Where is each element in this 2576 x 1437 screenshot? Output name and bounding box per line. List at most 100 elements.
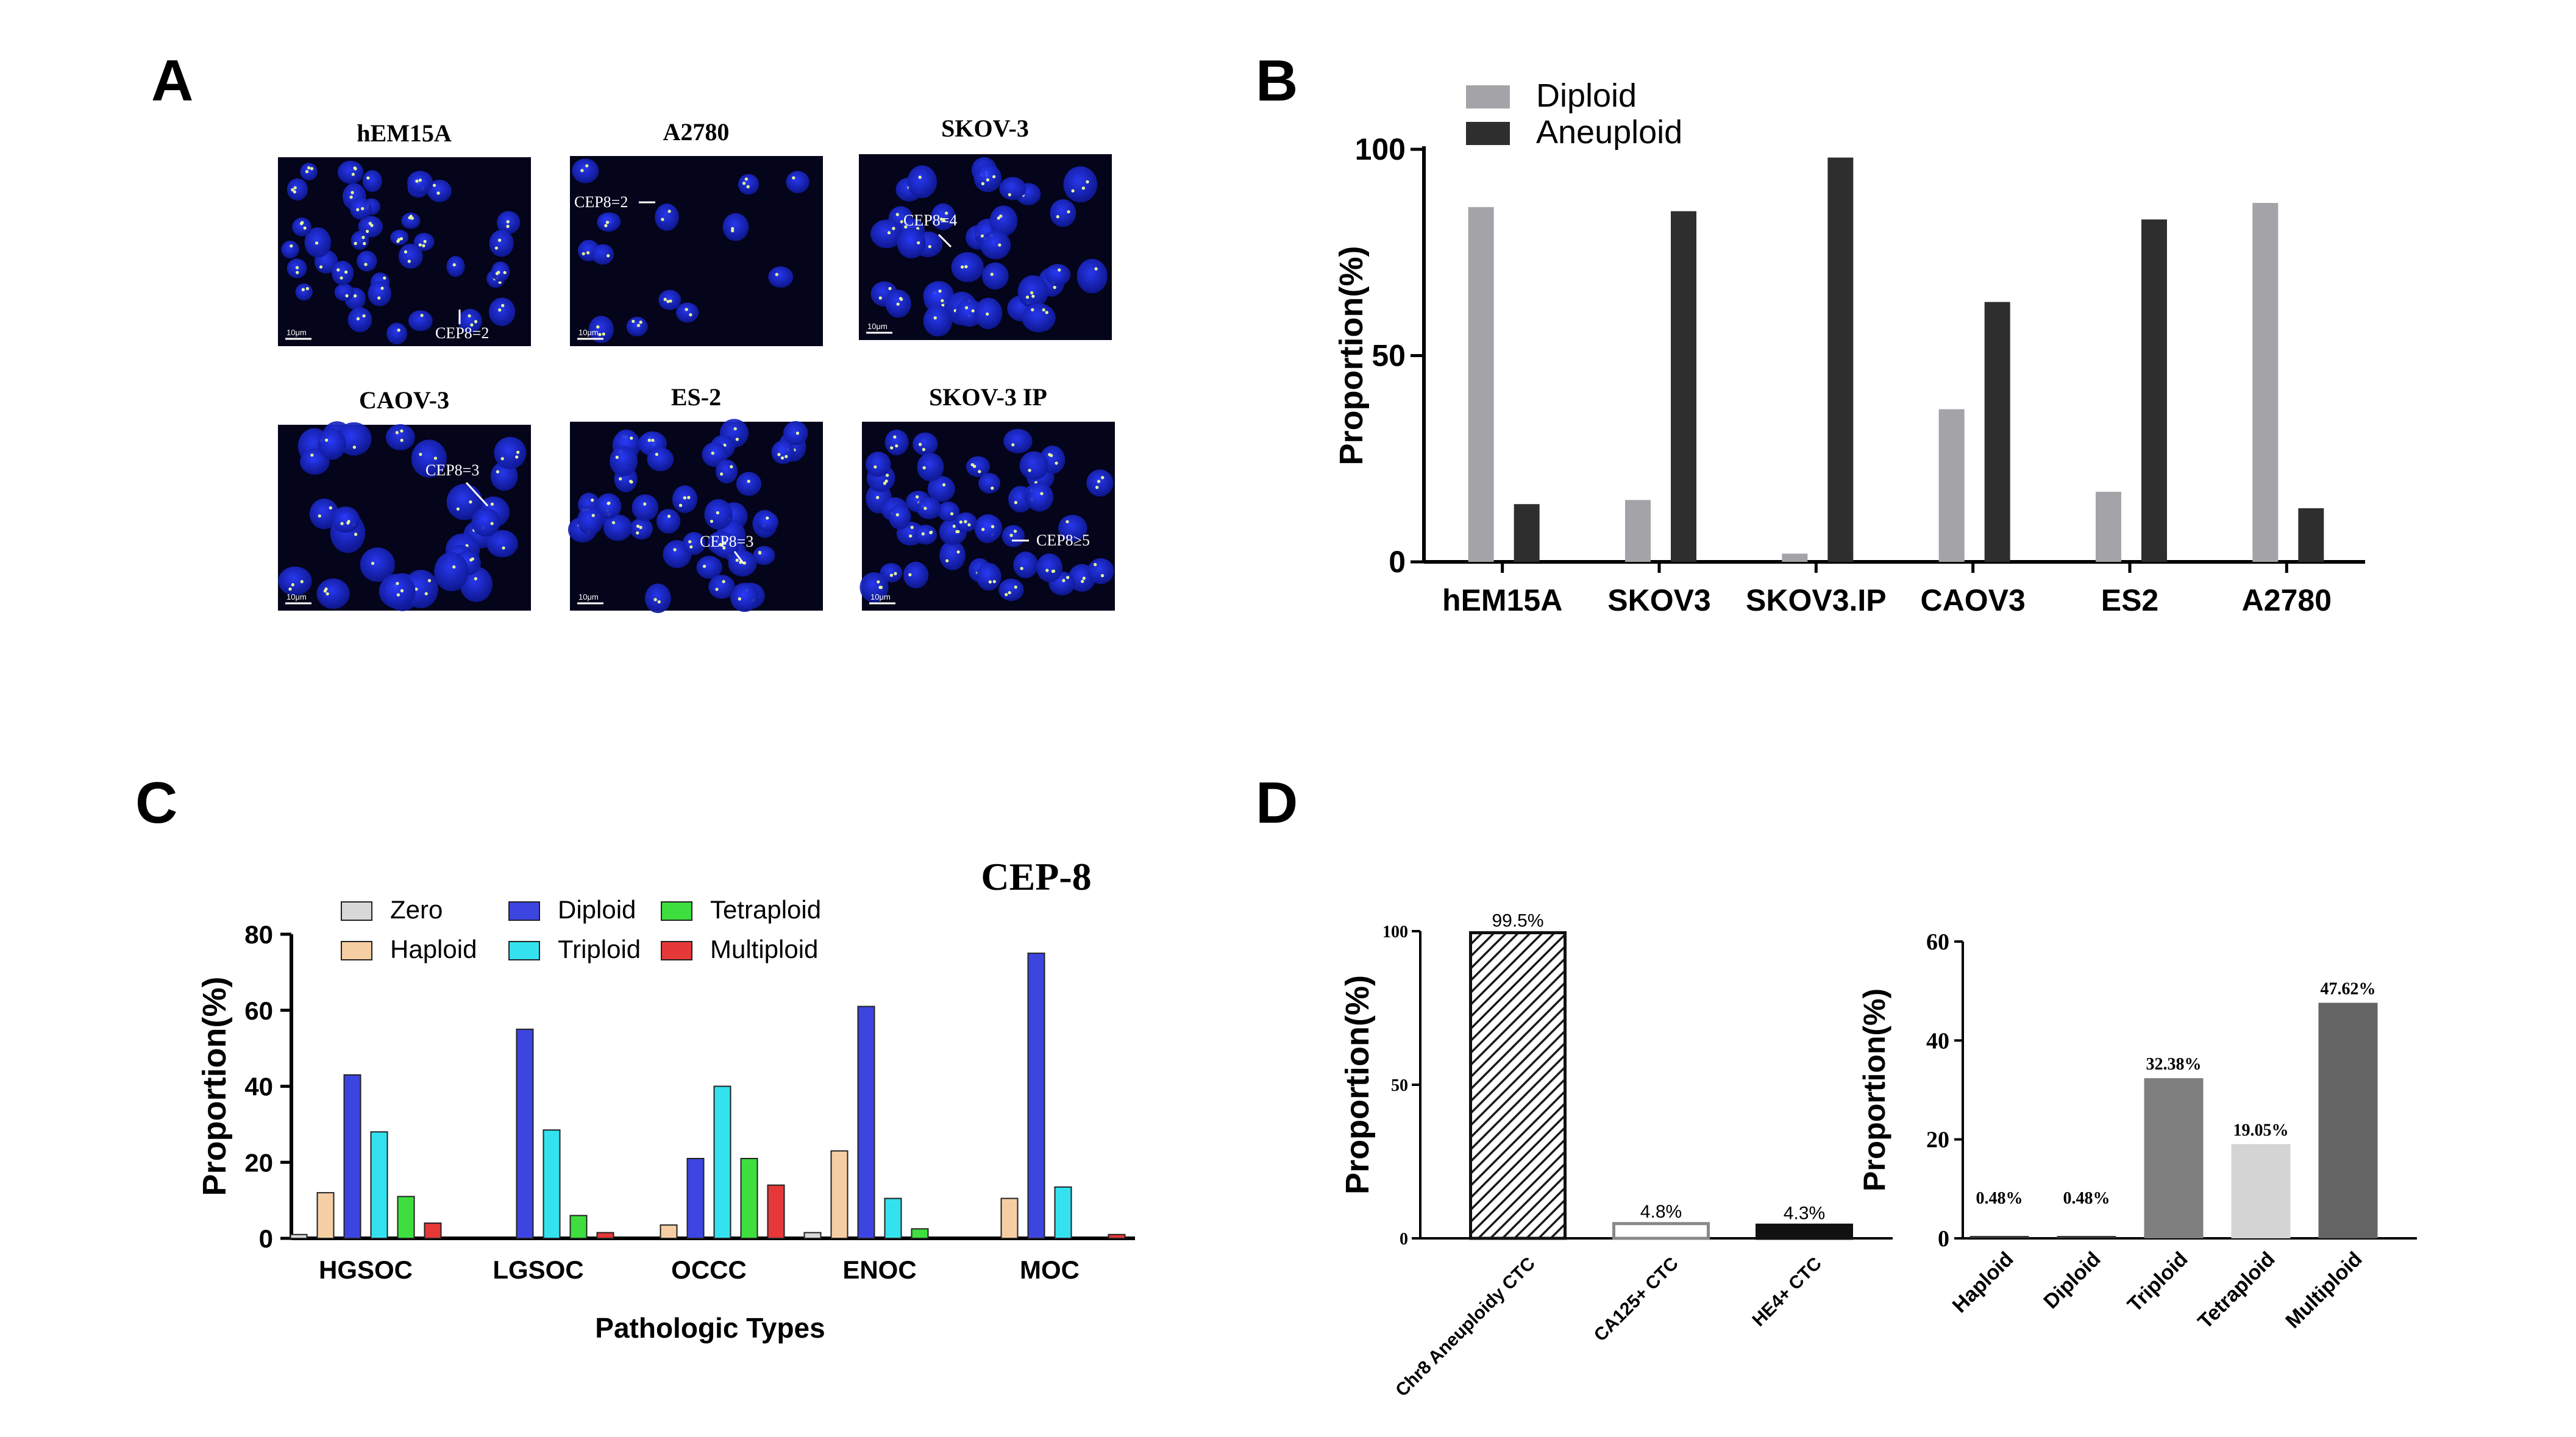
fish-signal — [986, 178, 990, 182]
fish-signal — [1066, 575, 1070, 580]
fish-signal — [973, 464, 977, 468]
fish-signal — [356, 208, 360, 211]
panel-letter-a: A — [151, 48, 193, 113]
x-tick-label: Haploid — [1948, 1247, 2018, 1318]
fish-signal — [785, 455, 788, 458]
cell-nucleus — [1063, 166, 1098, 203]
cell-nucleus — [596, 493, 622, 519]
cell-nucleus — [626, 316, 648, 336]
panel-b-chart: 0 50 100 Proportion(%) hEM15A SKOV3 SKOV3.IP CA… — [1333, 77, 2365, 617]
fish-signal — [305, 169, 309, 174]
fish-signal — [939, 218, 943, 221]
cell-nucleus — [866, 452, 891, 477]
fish-signal — [722, 580, 725, 583]
fish-signal — [315, 241, 319, 245]
fish-signal — [404, 250, 408, 254]
fish-signal — [400, 438, 404, 442]
annotation-arrow — [733, 551, 745, 564]
fish-signal — [964, 265, 968, 269]
y-axis-label: Proportion(%) — [196, 977, 233, 1196]
fish-signal — [895, 213, 899, 216]
cell-nucleus — [907, 165, 937, 199]
x-tick-label: MOC — [1020, 1255, 1080, 1284]
legend-label: Haploid — [390, 935, 477, 963]
scale-bar-label: 10μm — [286, 328, 307, 337]
fish-signal — [293, 186, 297, 190]
bar-diploid — [1027, 953, 1045, 1239]
fish-signal — [997, 216, 1000, 220]
bar — [2318, 1002, 2378, 1238]
fish-signal — [990, 272, 994, 276]
fish-signal — [889, 573, 894, 577]
legend-label: Tetraploid — [710, 895, 821, 924]
fish-signal — [361, 236, 365, 240]
cell-nucleus — [999, 177, 1026, 200]
fish-signal — [354, 533, 358, 536]
cell-nucleus — [927, 476, 955, 502]
fish-signal — [350, 191, 354, 194]
fish-signal — [1031, 308, 1034, 311]
panel-d-left-chart: 0 50 100 Proportion(%) 99.5% Chr8 Aneuploidy … — [1339, 911, 1893, 1400]
fish-signal — [495, 272, 499, 275]
cell-nucleus — [730, 583, 760, 612]
y-tick-label: 0 — [1389, 545, 1406, 579]
fish-signal — [1008, 193, 1011, 197]
bar-triploid — [1054, 1186, 1072, 1239]
cell-nucleus — [1045, 264, 1071, 286]
cell-nucleus — [281, 240, 299, 259]
x-tick-label: Multiploid — [2281, 1247, 2366, 1333]
fish-signal — [1030, 291, 1034, 294]
y-tick-label: 50 — [1372, 339, 1406, 373]
fish-signal — [710, 519, 714, 523]
fish-signal — [890, 446, 894, 450]
cell-nucleus — [349, 197, 372, 220]
fish-signal — [424, 592, 428, 595]
fish-signal — [498, 308, 502, 312]
bar-haploid — [1000, 1198, 1019, 1239]
fish-signal — [1081, 186, 1085, 190]
cell-nucleus — [655, 204, 679, 231]
y-tick-label: 40 — [244, 1073, 273, 1101]
cell-nucleus — [708, 575, 735, 599]
fish-signal — [991, 525, 995, 528]
annotation-arrow — [938, 233, 952, 248]
bar-multiploid — [424, 1222, 442, 1240]
fish-signal — [942, 219, 946, 222]
x-tick-label: ENOC — [842, 1255, 916, 1284]
fish-signal — [410, 216, 414, 220]
fish-signal — [945, 211, 948, 215]
cell-nucleus — [1058, 514, 1087, 542]
fish-signal — [351, 172, 355, 176]
fish-signal — [992, 175, 996, 179]
cell-nucleus — [676, 302, 699, 323]
micrograph-title: CAOV-3 — [359, 386, 449, 414]
fish-signal — [720, 472, 724, 476]
cell-nucleus — [338, 160, 364, 184]
bar-haploid — [830, 1150, 849, 1239]
y-tick-label: 100 — [1382, 923, 1408, 942]
fish-signal — [956, 550, 960, 554]
fish-signal — [636, 324, 641, 327]
fish-signal — [719, 542, 722, 547]
fish-signal — [647, 438, 651, 442]
fish-signal — [888, 286, 892, 291]
fish-signal — [361, 207, 365, 210]
micrograph-title: hEM15A — [357, 119, 452, 147]
fish-signal — [986, 312, 989, 316]
fish-signal — [1071, 189, 1075, 193]
fish-signal — [423, 240, 427, 243]
fish-signal — [468, 314, 471, 318]
cell-nucleus — [318, 428, 346, 460]
cell-nucleus — [897, 227, 926, 259]
fish-signal — [1045, 569, 1049, 572]
fish-signal — [653, 598, 657, 601]
cell-nucleus — [458, 308, 482, 333]
bar-diploid — [857, 1006, 875, 1239]
fish-signal — [356, 317, 360, 321]
cell-nucleus — [407, 171, 433, 194]
bar-diploid — [1938, 409, 1965, 562]
fish-signal — [1013, 530, 1017, 533]
bar-tetraploid — [911, 1228, 929, 1239]
fish-signal — [352, 445, 356, 449]
x-tick-label: Diploid — [2039, 1247, 2105, 1313]
